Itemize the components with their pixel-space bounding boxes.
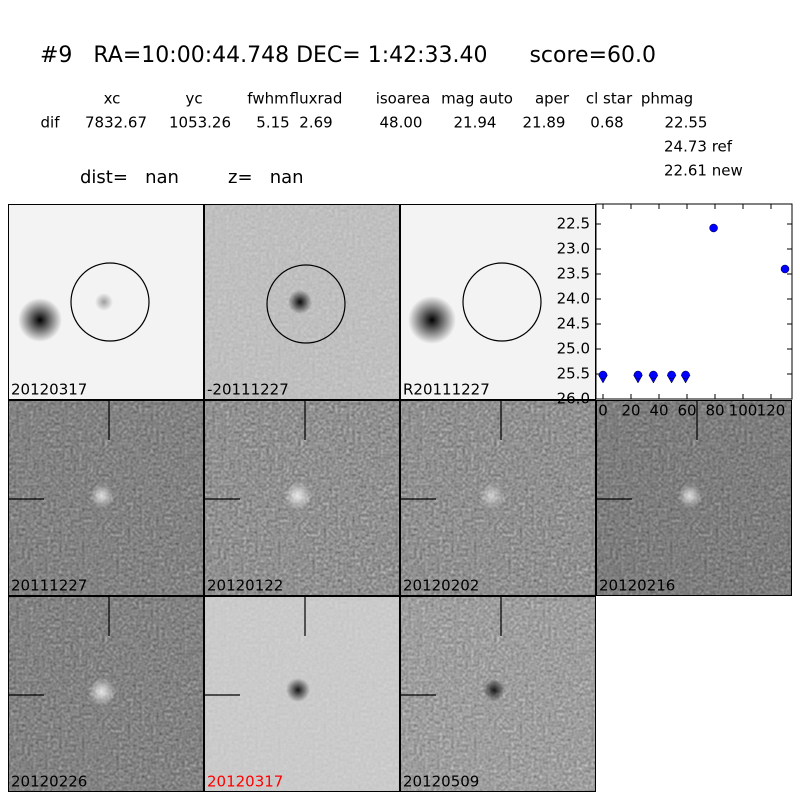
table-cell: 5.15 [256,114,289,132]
source-blob [286,678,310,702]
y-tick-label: 23.5 [557,265,590,283]
aperture-circle [462,262,542,342]
panel-frame [596,400,792,596]
column-header: xc [104,90,121,108]
table-cell: 7832.67 [85,114,147,132]
panel-label: 20120226 [11,773,87,791]
panel-frame [400,400,596,596]
panel-label: 20120122 [207,577,283,595]
plot-background [595,203,793,400]
image-panel: -20111227 [204,204,400,400]
panel-label: 20120317 [207,773,283,791]
x-tick-label: 20 [621,402,640,420]
source-blob [284,482,312,510]
source-blob [483,679,505,701]
table-cell: 2.69 [299,114,332,132]
x-tick-label: 60 [677,402,696,420]
y-tick-label: 25.5 [557,365,590,383]
panel-frame [8,204,204,400]
column-header: aper [535,90,570,108]
source-blob [678,484,702,508]
table-cell: 1053.26 [169,114,231,132]
x-tick-label: 0 [598,402,608,420]
table-cell: 21.89 [523,114,566,132]
column-header: fluxrad [290,90,343,108]
data-point [780,264,790,274]
image-panel: 20120216 [596,400,792,596]
y-tick-label: 25.0 [557,340,590,358]
panel-label: 20120216 [599,577,675,595]
panel-frame [400,596,596,792]
source-blob [88,678,116,706]
y-tick-label: 26.0 [557,390,590,408]
panel-label: 20111227 [11,577,87,595]
y-tick-label: 23.0 [557,240,590,258]
column-header: cl star [586,90,633,108]
column-header: mag auto [441,90,513,108]
image-panel: 20120226 [8,596,204,792]
column-header: isoarea [376,90,431,108]
phmag-note: 22.61 new [664,162,743,180]
panel-frame [8,596,204,792]
panel-frame [204,596,400,792]
info: dist= nan [80,167,179,188]
image-panel: 20120509 [400,596,596,792]
data-point [681,370,690,380]
source-blob [479,483,505,509]
data-point [598,370,608,380]
data-point [667,370,676,380]
panel-label: -20111227 [207,381,289,399]
source-blob [18,298,62,342]
table-cell: dif [41,114,61,132]
table-cell: 48.00 [380,114,423,132]
data-point [709,223,718,233]
data-point [633,370,643,380]
x-tick-label: 120 [757,402,786,420]
table-cell: 21.94 [454,114,497,132]
x-tick-label: 40 [649,402,668,420]
y-tick-label: 24.0 [557,290,590,308]
image-panel: 20120317 [204,596,400,792]
column-header: phmag [641,90,693,108]
x-tick-label: 80 [705,402,724,420]
image-panel: 20120122 [204,400,400,596]
image-panel: 20120317 [8,204,204,400]
column-header: fwhm [247,90,288,108]
source-blob [95,293,113,311]
x-tick-label: 100 [729,402,758,420]
title: #9 RA=10:00:44.748 DEC= 1:42:33.40 score… [40,43,656,68]
y-tick-label: 24.5 [557,315,590,333]
y-tick-label: 22.5 [557,215,590,233]
source-blob [90,484,114,508]
image-panel: 20120202 [400,400,596,596]
column-header: yc [185,90,202,108]
panel-frame [204,204,400,400]
source-blob [288,290,312,314]
panel-label: 20120317 [11,381,87,399]
panel-label: 20120509 [403,773,479,791]
image-panel: R20111227 [400,204,596,400]
table-cell: 22.55 [665,114,708,132]
aperture-circle [70,262,150,342]
panel-label: R20111227 [403,381,490,399]
phmag-note: 24.73 ref [664,138,733,156]
source-blob [408,296,456,344]
panel-frame [8,400,204,596]
image-panel: 20111227 [8,400,204,596]
info: z= nan [228,167,304,188]
table-cell: 0.68 [590,114,623,132]
data-point [649,370,658,380]
panel-label: 20120202 [403,577,479,595]
panel-frame [204,400,400,596]
aperture-circle [266,264,346,344]
